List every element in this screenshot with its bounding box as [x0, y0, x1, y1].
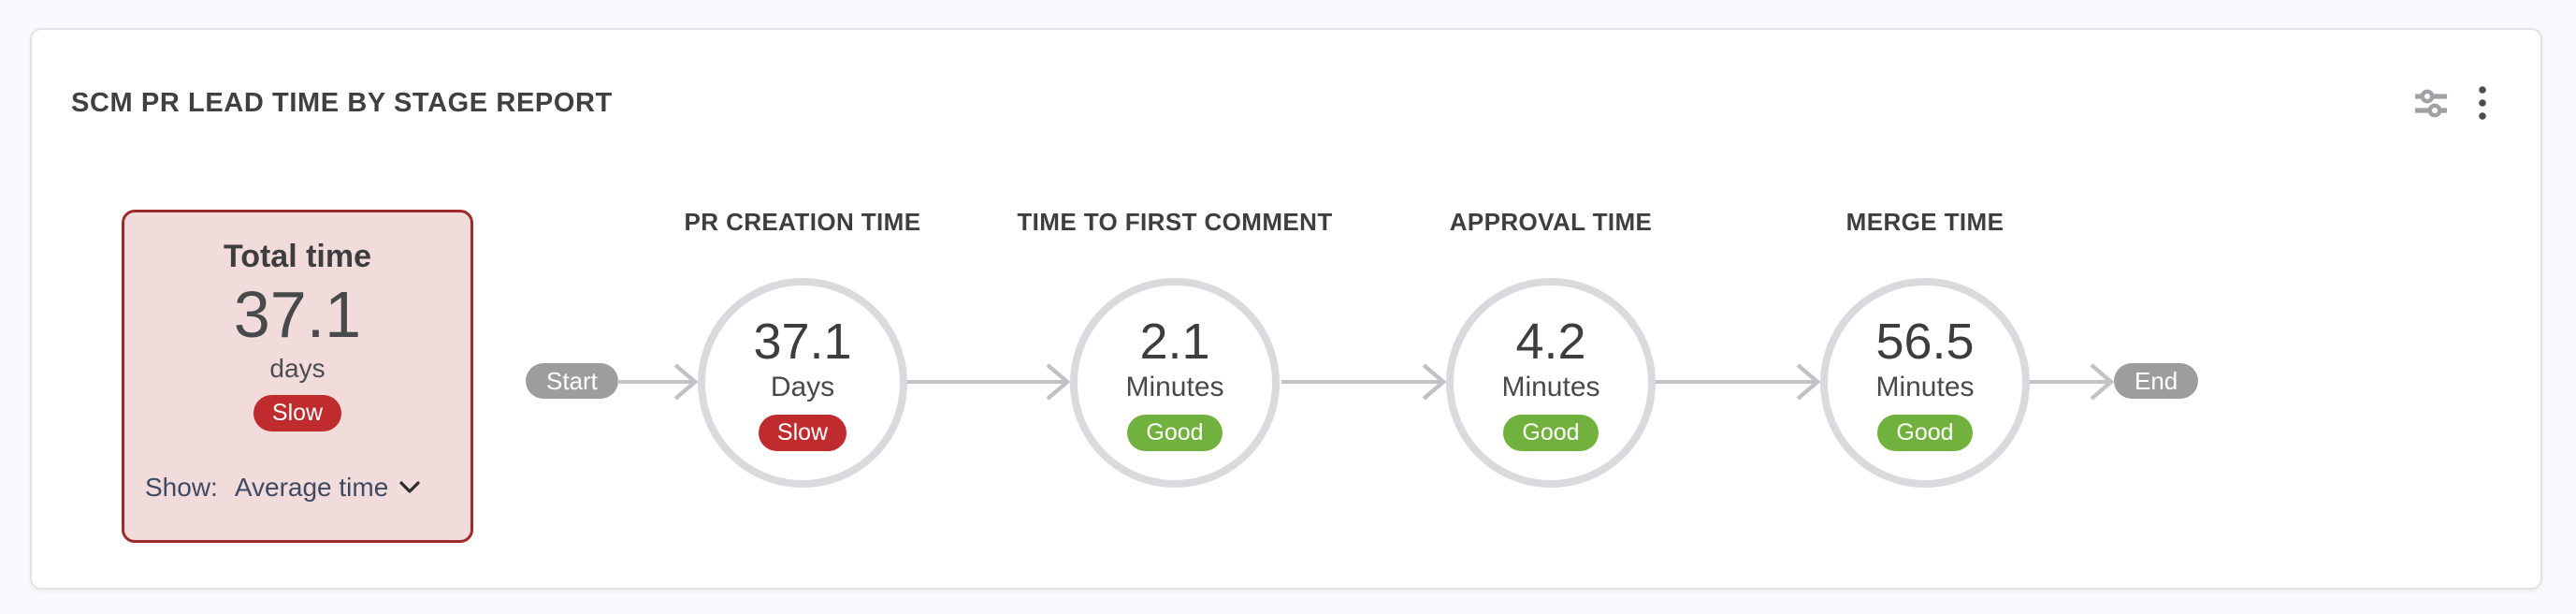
stage-status-badge: Good	[1877, 415, 1973, 452]
stage-status-badge: Slow	[758, 415, 847, 452]
stage-circle-approval-time[interactable]: 4.2 Minutes Good	[1446, 278, 1656, 488]
stage-value: 4.2	[1515, 313, 1586, 370]
stage-time-to-first-comment: TIME TO FIRST COMMENT 2.1 Minutes Good	[1016, 208, 1334, 488]
stage-label: TIME TO FIRST COMMENT	[1017, 208, 1333, 236]
report-widget-card: SCM PR LEAD TIME BY STAGE REPORT	[30, 28, 2542, 590]
flow-end-pill: End	[2114, 363, 2199, 399]
stage-circle-merge-time[interactable]: 56.5 Minutes Good	[1820, 278, 2030, 488]
stage-label: APPROVAL TIME	[1449, 208, 1653, 236]
kebab-menu-icon[interactable]	[2477, 84, 2488, 122]
stage-merge-time: MERGE TIME 56.5 Minutes Good	[1766, 208, 2084, 488]
widget-header-actions	[2413, 84, 2488, 122]
total-time-unit: days	[269, 353, 326, 383]
flow-arrow	[1656, 359, 1820, 404]
total-time-card[interactable]: Total time 37.1 days Slow Show: Average …	[122, 210, 473, 543]
stage-value: 56.5	[1875, 313, 1975, 370]
show-label: Show:	[145, 473, 218, 502]
stage-unit: Minutes	[1125, 372, 1224, 403]
total-time-title: Total time	[223, 239, 372, 274]
flow-arrow	[617, 359, 698, 404]
show-selector-row: Show: Average time	[145, 473, 420, 503]
stage-value: 2.1	[1139, 313, 1210, 370]
flow-arrow	[1281, 359, 1446, 404]
stage-label: PR CREATION TIME	[684, 208, 921, 236]
stage-approval-time: APPROVAL TIME 4.2 Minutes Good	[1392, 208, 1710, 488]
total-time-value: 37.1	[233, 278, 362, 351]
flow-start-pill: Start	[526, 363, 618, 399]
stage-pr-creation-time: PR CREATION TIME 37.1 Days Slow	[644, 208, 962, 488]
stage-unit: Minutes	[1501, 372, 1600, 403]
flow-arrow	[905, 359, 1070, 404]
stage-circle-time-to-first-comment[interactable]: 2.1 Minutes Good	[1070, 278, 1280, 488]
flow-arrow	[2030, 359, 2114, 404]
stage-value: 37.1	[753, 313, 852, 370]
stage-unit: Days	[770, 372, 835, 403]
stage-circle-pr-creation-time[interactable]: 37.1 Days Slow	[698, 278, 907, 488]
widget-title: SCM PR LEAD TIME BY STAGE REPORT	[71, 88, 613, 118]
stage-unit: Minutes	[1875, 372, 1975, 403]
total-time-status-badge: Slow	[253, 394, 342, 431]
stage-status-badge: Good	[1503, 415, 1599, 452]
stage-status-badge: Good	[1127, 415, 1223, 452]
stage-label: MERGE TIME	[1845, 208, 2004, 236]
dropdown-chevron-icon	[399, 481, 420, 493]
filter-sliders-icon[interactable]	[2413, 86, 2449, 120]
show-dropdown[interactable]: Average time	[235, 473, 420, 503]
show-dropdown-value: Average time	[234, 473, 389, 502]
